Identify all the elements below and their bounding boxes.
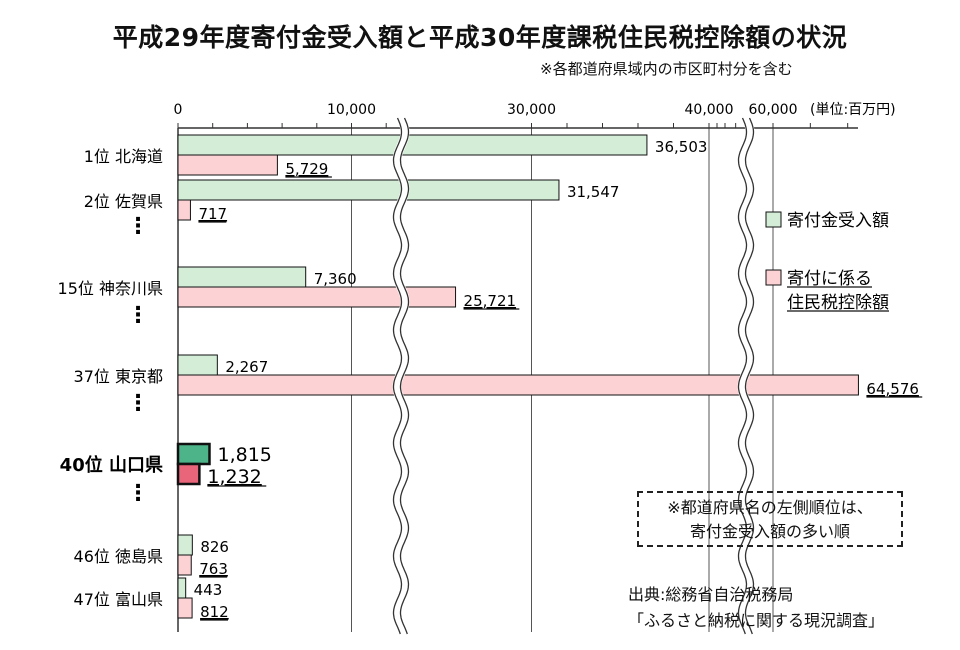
axis-break-1-left [392,117,403,635]
x-tick-label: 60,000 [749,102,798,118]
category-label: 1位 北海道 [84,147,163,166]
donation-bar [177,534,193,556]
deduction-value-label: 763 [199,560,228,578]
row-ellipsis: ⋮ [127,391,149,416]
deduction-value-label: 1,232 [207,466,261,488]
source-citation: 出典:総務省自治税務局 「ふるさと納税に関する現況調査」 [628,582,884,634]
donation-bar [176,442,211,466]
category-label: 40位 山口県 [60,454,163,476]
donation-bar [177,266,307,288]
legend-swatch [765,211,782,228]
category-label: 2位 佐賀県 [84,192,163,211]
category-label: 37位 東京都 [74,367,163,386]
deduction-bar [177,597,193,619]
donation-value-label: 7,360 [314,270,357,288]
donation-bar [177,134,648,156]
donation-value-label: 1,815 [217,444,271,466]
donation-value-label: 826 [200,538,229,556]
donation-bar [177,354,218,376]
axis-break-2-right [744,117,755,635]
donation-value-label: 36,503 [655,138,708,156]
deduction-bar [177,154,278,176]
unit-label: (単位:百万円) [810,102,896,118]
donation-value-label: 2,267 [225,358,268,376]
category-label: 47位 富山県 [74,590,163,609]
row-ellipsis: ⋮ [127,214,149,239]
deduction-value-label: 5,729 [285,160,328,178]
deduction-bar [177,374,859,396]
ranking-note-line2: 寄付金受入額の多い順 [689,522,850,541]
ranking-note-box: ※都道府県名の左側順位は、 寄付金受入額の多い順 [637,491,903,547]
chart-title: 平成29年度寄付金受入額と平成30年度課税住民税控除額の状況 [112,23,848,52]
deduction-bar [177,199,191,221]
x-tick-label: 30,000 [507,102,556,118]
category-label: 46位 徳島県 [74,547,163,566]
donation-value-label: 31,547 [567,183,620,201]
x-tick-label: 10,000 [327,102,376,118]
axis-break-1-right [399,117,410,635]
x-tick-label: 40,000 [685,102,734,118]
chart-subtitle: ※各都道府県域内の市区町村分を含む [540,60,793,78]
deduction-bar [177,554,192,576]
deduction-value-label: 64,576 [866,380,919,398]
legend-swatch [765,269,782,286]
axis-break-2-left [737,117,748,635]
deduction-value-label: 717 [198,205,227,223]
category-label: 15位 神奈川県 [58,279,163,298]
row-ellipsis: ⋮ [127,481,149,506]
legend-label: 寄付に係る [787,269,872,289]
deduction-bar [177,286,457,308]
ranking-note-line1: ※都道府県名の左側順位は、 [667,498,873,517]
deduction-value-label: 25,721 [464,292,516,310]
source-line1: 出典:総務省自治税務局 [628,585,794,604]
row-ellipsis: ⋮ [127,303,149,328]
axis-break-1-mask [392,116,410,636]
axis-break-2-mask [737,116,755,636]
deduction-value-label: 812 [200,603,229,621]
deduction-bar [176,462,201,486]
source-line2: 「ふるさと納税に関する現況調査」 [628,611,885,630]
donation-bar [177,179,560,201]
donation-value-label: 443 [194,581,223,599]
donation-bar [177,577,187,599]
legend-label: 住民税控除額 [787,293,889,313]
x-tick-label: 0 [174,102,183,118]
legend-label: 寄付金受入額 [787,211,889,231]
